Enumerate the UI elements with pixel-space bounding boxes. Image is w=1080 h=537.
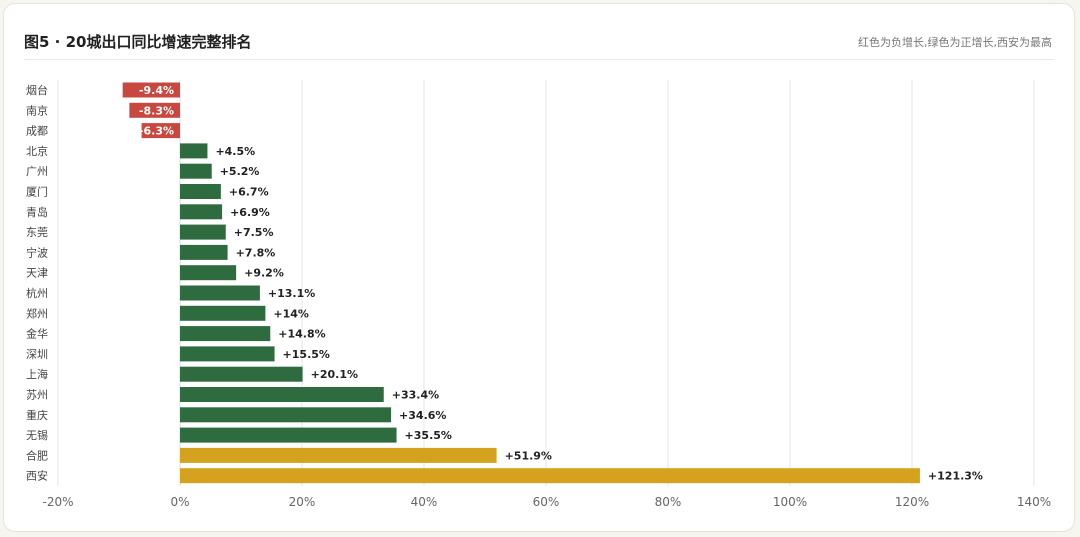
value-label: +34.6% — [399, 409, 446, 422]
bar — [180, 224, 226, 240]
value-label: +5.2% — [220, 165, 260, 178]
value-label: -8.3% — [139, 104, 174, 117]
bar — [180, 244, 228, 260]
value-label: +9.2% — [244, 267, 284, 280]
category-label: 宁波 — [26, 245, 48, 259]
bar — [180, 427, 397, 443]
bar — [180, 346, 275, 362]
bar — [180, 366, 303, 382]
bar — [180, 163, 212, 179]
category-label: 广州 — [26, 165, 48, 178]
value-label: +14.8% — [278, 328, 325, 341]
category-label: 杭州 — [26, 286, 48, 300]
value-label: +7.5% — [234, 226, 274, 239]
value-label: +6.9% — [230, 206, 270, 219]
bar — [180, 305, 266, 321]
chart-subtitle: 红色为负增长,绿色为正增长,西安为最高 — [858, 36, 1052, 49]
category-label: 苏州 — [26, 389, 48, 402]
category-label: 合肥 — [26, 448, 48, 462]
value-label: -9.4% — [139, 84, 174, 97]
value-label: +7.8% — [236, 246, 276, 259]
category-label: 北京 — [26, 144, 48, 158]
bar — [122, 82, 180, 98]
value-label: +6.7% — [229, 186, 269, 199]
category-label: 深圳 — [26, 348, 48, 361]
bar — [180, 204, 223, 220]
category-label: 郑州 — [26, 306, 48, 320]
value-label: +121.3% — [928, 470, 983, 483]
bar — [129, 102, 180, 118]
category-label: 东莞 — [26, 226, 48, 239]
x-tick-label: 0% — [170, 495, 189, 509]
category-label: 南京 — [26, 103, 48, 117]
value-label: -6.3% — [139, 125, 174, 138]
value-label: +13.1% — [268, 287, 315, 300]
bar — [180, 387, 384, 402]
bar — [180, 265, 237, 281]
value-label: +14% — [273, 307, 309, 320]
x-tick-label: 100% — [773, 495, 807, 509]
bar — [180, 407, 392, 423]
bar — [180, 143, 208, 159]
value-label: +35.5% — [405, 429, 452, 442]
category-label: 上海 — [26, 367, 48, 381]
bar — [180, 468, 920, 484]
category-label: 天津 — [26, 267, 48, 280]
category-label: 金华 — [26, 327, 48, 341]
category-label: 厦门 — [26, 185, 48, 199]
category-label: 西安 — [26, 469, 48, 483]
bar — [180, 184, 221, 199]
value-label: +4.5% — [215, 145, 255, 158]
category-label: 重庆 — [26, 408, 48, 422]
x-tick-label: 20% — [289, 495, 316, 509]
category-label: 青岛 — [26, 205, 48, 219]
chart-title: 图5 · 20城出口同比增速完整排名 — [24, 33, 252, 51]
bar — [180, 326, 271, 342]
x-tick-label: 40% — [411, 495, 438, 509]
value-label: +15.5% — [283, 348, 330, 361]
x-tick-label: 60% — [533, 495, 560, 509]
x-tick-label: 140% — [1017, 495, 1051, 509]
bar — [180, 285, 260, 301]
x-tick-label: 80% — [655, 495, 682, 509]
category-label: 成都 — [26, 125, 48, 138]
x-tick-label: -20% — [42, 495, 73, 509]
value-label: +51.9% — [505, 449, 552, 462]
x-tick-label: 120% — [895, 495, 929, 509]
category-label: 无锡 — [26, 428, 48, 442]
bar — [141, 123, 180, 139]
category-label: 烟台 — [26, 83, 48, 97]
header-divider — [24, 59, 1054, 60]
bar — [180, 447, 497, 463]
value-label: +33.4% — [392, 389, 439, 402]
value-label: +20.1% — [311, 368, 358, 381]
